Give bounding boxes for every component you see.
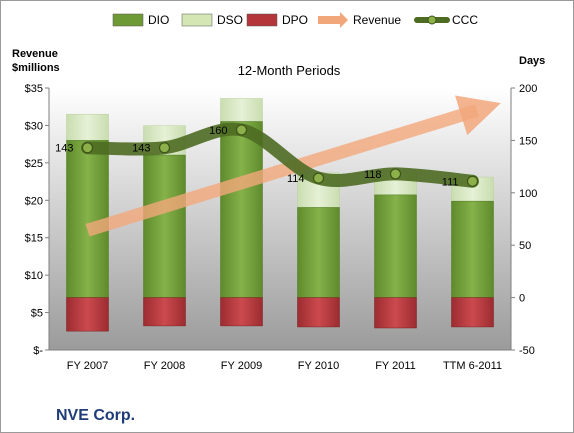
- dio-bar: [143, 154, 186, 298]
- left-tick-label: $20: [25, 195, 43, 207]
- ccc-data-label: 114: [287, 173, 305, 185]
- dio-bar: [451, 200, 494, 298]
- left-tick-label: $-: [33, 345, 43, 357]
- dpo-bar: [66, 297, 109, 332]
- ccc-data-label: 118: [364, 169, 382, 181]
- category-label: FY 2007: [67, 360, 108, 372]
- legend: DIO DSO DPO Revenue CCC: [112, 12, 478, 28]
- legend-swatch-dpo: [246, 13, 278, 27]
- ccc-series: 143 143 160 114 118 111: [55, 122, 479, 188]
- legend-swatch-dso: [181, 13, 213, 27]
- category-labels: FY 2007 FY 2008 FY 2009 FY 2010 FY 2011 TTM 6…: [67, 360, 502, 372]
- dio-bar: [66, 140, 109, 298]
- legend-label-ccc: CCC: [452, 13, 478, 27]
- legend-label-dso: DSO: [217, 13, 243, 27]
- right-axis-ticks: -50 0 50 100 150 200: [511, 83, 537, 357]
- right-tick-label: 200: [519, 83, 537, 95]
- ccc-data-label: 143: [132, 143, 150, 155]
- category-label: FY 2009: [221, 360, 262, 372]
- legend-label-revenue: Revenue: [353, 13, 401, 27]
- dpo-bar: [297, 297, 340, 328]
- category-label: TTM 6-2011: [443, 360, 502, 372]
- dio-bar: [297, 207, 340, 298]
- ccc-point: [81, 142, 94, 154]
- left-axis-title-line1: Revenue: [12, 48, 58, 60]
- category-label: FY 2008: [144, 360, 185, 372]
- ccc-point: [158, 142, 171, 154]
- dpo-bar: [143, 297, 186, 327]
- dpo-bar: [451, 297, 494, 328]
- ccc-data-label: 111: [442, 176, 459, 188]
- legend-swatch-ccc: [414, 15, 450, 25]
- right-axis-title: Days: [519, 55, 545, 67]
- dio-bar: [220, 121, 263, 298]
- left-axis-ticks: $- $5 $10 $15 $20 $25 $30 $35: [25, 83, 49, 357]
- left-tick-label: $25: [25, 158, 43, 170]
- company-name: NVE Corp.: [56, 407, 135, 424]
- right-tick-label: -50: [519, 345, 535, 357]
- legend-swatch-dio: [112, 13, 144, 27]
- left-axis-title-line2: $millions: [12, 62, 60, 74]
- right-tick-label: 100: [519, 188, 537, 200]
- dpo-bar: [220, 297, 263, 327]
- left-tick-label: $10: [25, 270, 43, 282]
- ccc-point: [389, 168, 402, 180]
- dso-bar: [220, 98, 263, 122]
- ccc-point: [466, 175, 479, 187]
- category-label: FY 2011: [375, 360, 416, 372]
- ccc-data-label: 160: [209, 125, 227, 137]
- legend-swatch-revenue: [318, 12, 348, 28]
- revenue-trend: [85, 95, 501, 237]
- ccc-data-label: 143: [55, 143, 73, 155]
- right-tick-label: 0: [519, 293, 525, 305]
- bars: [66, 98, 494, 332]
- legend-ccc-marker: [427, 15, 437, 25]
- left-tick-label: $35: [25, 83, 43, 95]
- left-tick-label: $5: [31, 308, 43, 320]
- chart-subtitle: 12-Month Periods: [238, 63, 341, 78]
- dso-bar: [66, 113, 109, 141]
- dpo-bar: [374, 297, 417, 329]
- revenue-arrow: [85, 95, 501, 237]
- legend-label-dio: DIO: [148, 13, 169, 27]
- ccc-point: [235, 124, 248, 136]
- legend-label-dpo: DPO: [282, 13, 308, 27]
- left-tick-label: $15: [25, 233, 43, 245]
- right-tick-label: 150: [519, 135, 537, 147]
- right-tick-label: 50: [519, 240, 531, 252]
- ccc-point: [312, 172, 325, 184]
- left-tick-label: $30: [25, 120, 43, 132]
- dio-bar: [374, 194, 417, 298]
- category-label: FY 2010: [298, 360, 339, 372]
